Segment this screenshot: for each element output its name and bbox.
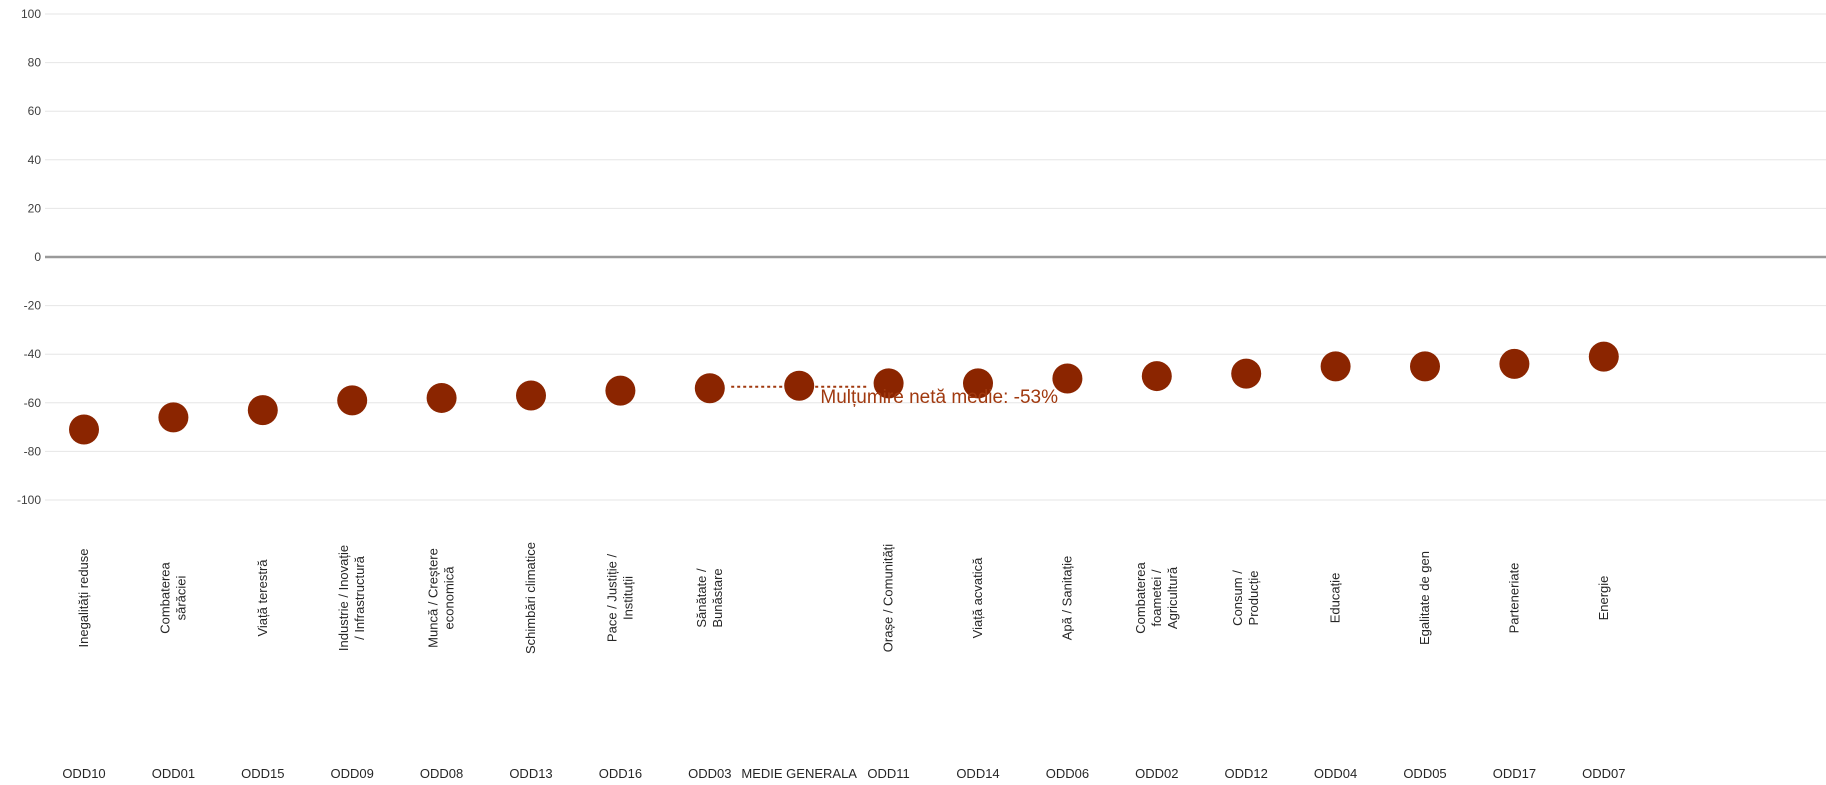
category-code: ODD03 [688,766,731,781]
data-point [1410,351,1440,381]
category-code: ODD01 [152,766,195,781]
category-label-line: Energie [1596,576,1611,621]
category-label-line: / Infrastructură [352,555,367,640]
category-label-line: Apă / Sanitație [1059,556,1074,641]
category-label: Pace / Justiție / Instituții [604,554,635,643]
category-label-line: Educație [1328,573,1343,624]
category-label-line: Bunăstare [710,568,725,627]
data-point [158,402,188,432]
category-code: ODD06 [1046,766,1089,781]
y-tick-label: 40 [28,153,42,167]
category-label-line: Inegalități reduse [76,548,91,647]
category-label: Inegalități reduse [76,548,91,647]
category-code: ODD04 [1314,766,1357,781]
category-label-line: Sănătate / [694,568,709,628]
category-label-line: Consum / [1230,570,1245,626]
mean-annotation: Mulțumire netă medie: -53% [820,387,1058,408]
data-point [1321,351,1351,381]
data-point [1499,349,1529,379]
category-code: ODD16 [599,766,642,781]
y-tick-label: 20 [28,201,42,215]
category-label: Energie [1596,576,1611,621]
category-label-line: Egalitate de gen [1417,551,1432,645]
category-label-line: Viață acvatică [970,557,985,638]
category-label-line: foametei / [1149,569,1164,626]
category-code: MEDIE GENERALA [741,766,857,781]
category-code: ODD10 [62,766,105,781]
category-label-line: Instituții [620,576,635,620]
data-point [427,383,457,413]
category-label: Viață terestră [255,559,270,637]
category-labels: Inegalități reduse Combaterea sărăciei Viaț… [76,542,1611,654]
category-label-line: sărăciei [173,575,188,620]
category-label: Schimbări climatice [523,542,538,654]
category-code: ODD08 [420,766,463,781]
category-label: Educație [1328,573,1343,624]
category-label: Combaterea sărăciei [157,561,188,633]
category-label: Consum / Producție [1230,570,1261,626]
category-label-line: Combaterea [157,561,172,633]
category-label-line: Viață terestră [255,559,270,637]
y-tick-label: 80 [28,56,42,70]
category-label: Apă / Sanitație [1059,556,1074,641]
data-point [337,385,367,415]
category-label-line: Orașe / Comunități [881,544,896,652]
category-code: ODD11 [867,766,909,781]
y-tick-label: 0 [34,250,41,264]
category-code: ODD14 [956,766,999,781]
y-tick-label: -20 [24,299,42,313]
category-code: ODD12 [1225,766,1268,781]
data-point [605,376,635,406]
data-point [1589,342,1619,372]
category-code: ODD07 [1582,766,1625,781]
category-label: Parteneriate [1506,563,1521,634]
data-point [784,371,814,401]
category-code: ODD15 [241,766,284,781]
grid-layer [45,14,1826,500]
y-tick-label: -40 [24,347,42,361]
category-label-line: economică [442,566,457,630]
category-label: Viață acvatică [970,557,985,638]
data-point [695,373,725,403]
category-code: ODD09 [331,766,374,781]
category-label-line: Schimbări climatice [523,542,538,654]
category-label-line: Combaterea [1133,561,1148,633]
data-point [1142,361,1172,391]
y-tick-label: 60 [28,104,42,118]
data-point [248,395,278,425]
category-label-line: Muncă / Creștere [426,548,441,648]
y-tick-label: 100 [21,7,41,21]
y-axis: 100 80 60 40 20 0 -20 -40 -60 -80 -100 [17,7,41,507]
category-label: Orașe / Comunități [881,544,896,652]
category-codes: ODD10 ODD01 ODD15 ODD09 ODD08 ODD13 ODD16 ODD03… [62,766,1625,781]
category-label-line: Parteneriate [1506,563,1521,634]
data-point [69,415,99,445]
category-code: ODD13 [509,766,552,781]
category-label-line: Industrie / Inovație [336,545,351,651]
y-tick-label: -80 [24,444,42,458]
category-label: Combaterea foametei / Agricultură [1133,561,1180,633]
category-label: Egalitate de gen [1417,551,1432,645]
data-point [516,381,546,411]
category-code: ODD02 [1135,766,1178,781]
category-label: Industrie / Inovație / Infrastructură [336,545,367,651]
category-label-line: Pace / Justiție / [604,554,619,643]
category-label-line: Producție [1246,571,1261,626]
y-tick-label: -100 [17,493,41,507]
category-code: ODD05 [1403,766,1446,781]
data-point [1231,359,1261,389]
category-label: Sănătate / Bunăstare [694,568,725,628]
category-code: ODD17 [1493,766,1536,781]
y-tick-label: -60 [24,396,42,410]
category-label: Muncă / Creștere economică [426,548,457,648]
category-label-line: Agricultură [1165,566,1180,629]
